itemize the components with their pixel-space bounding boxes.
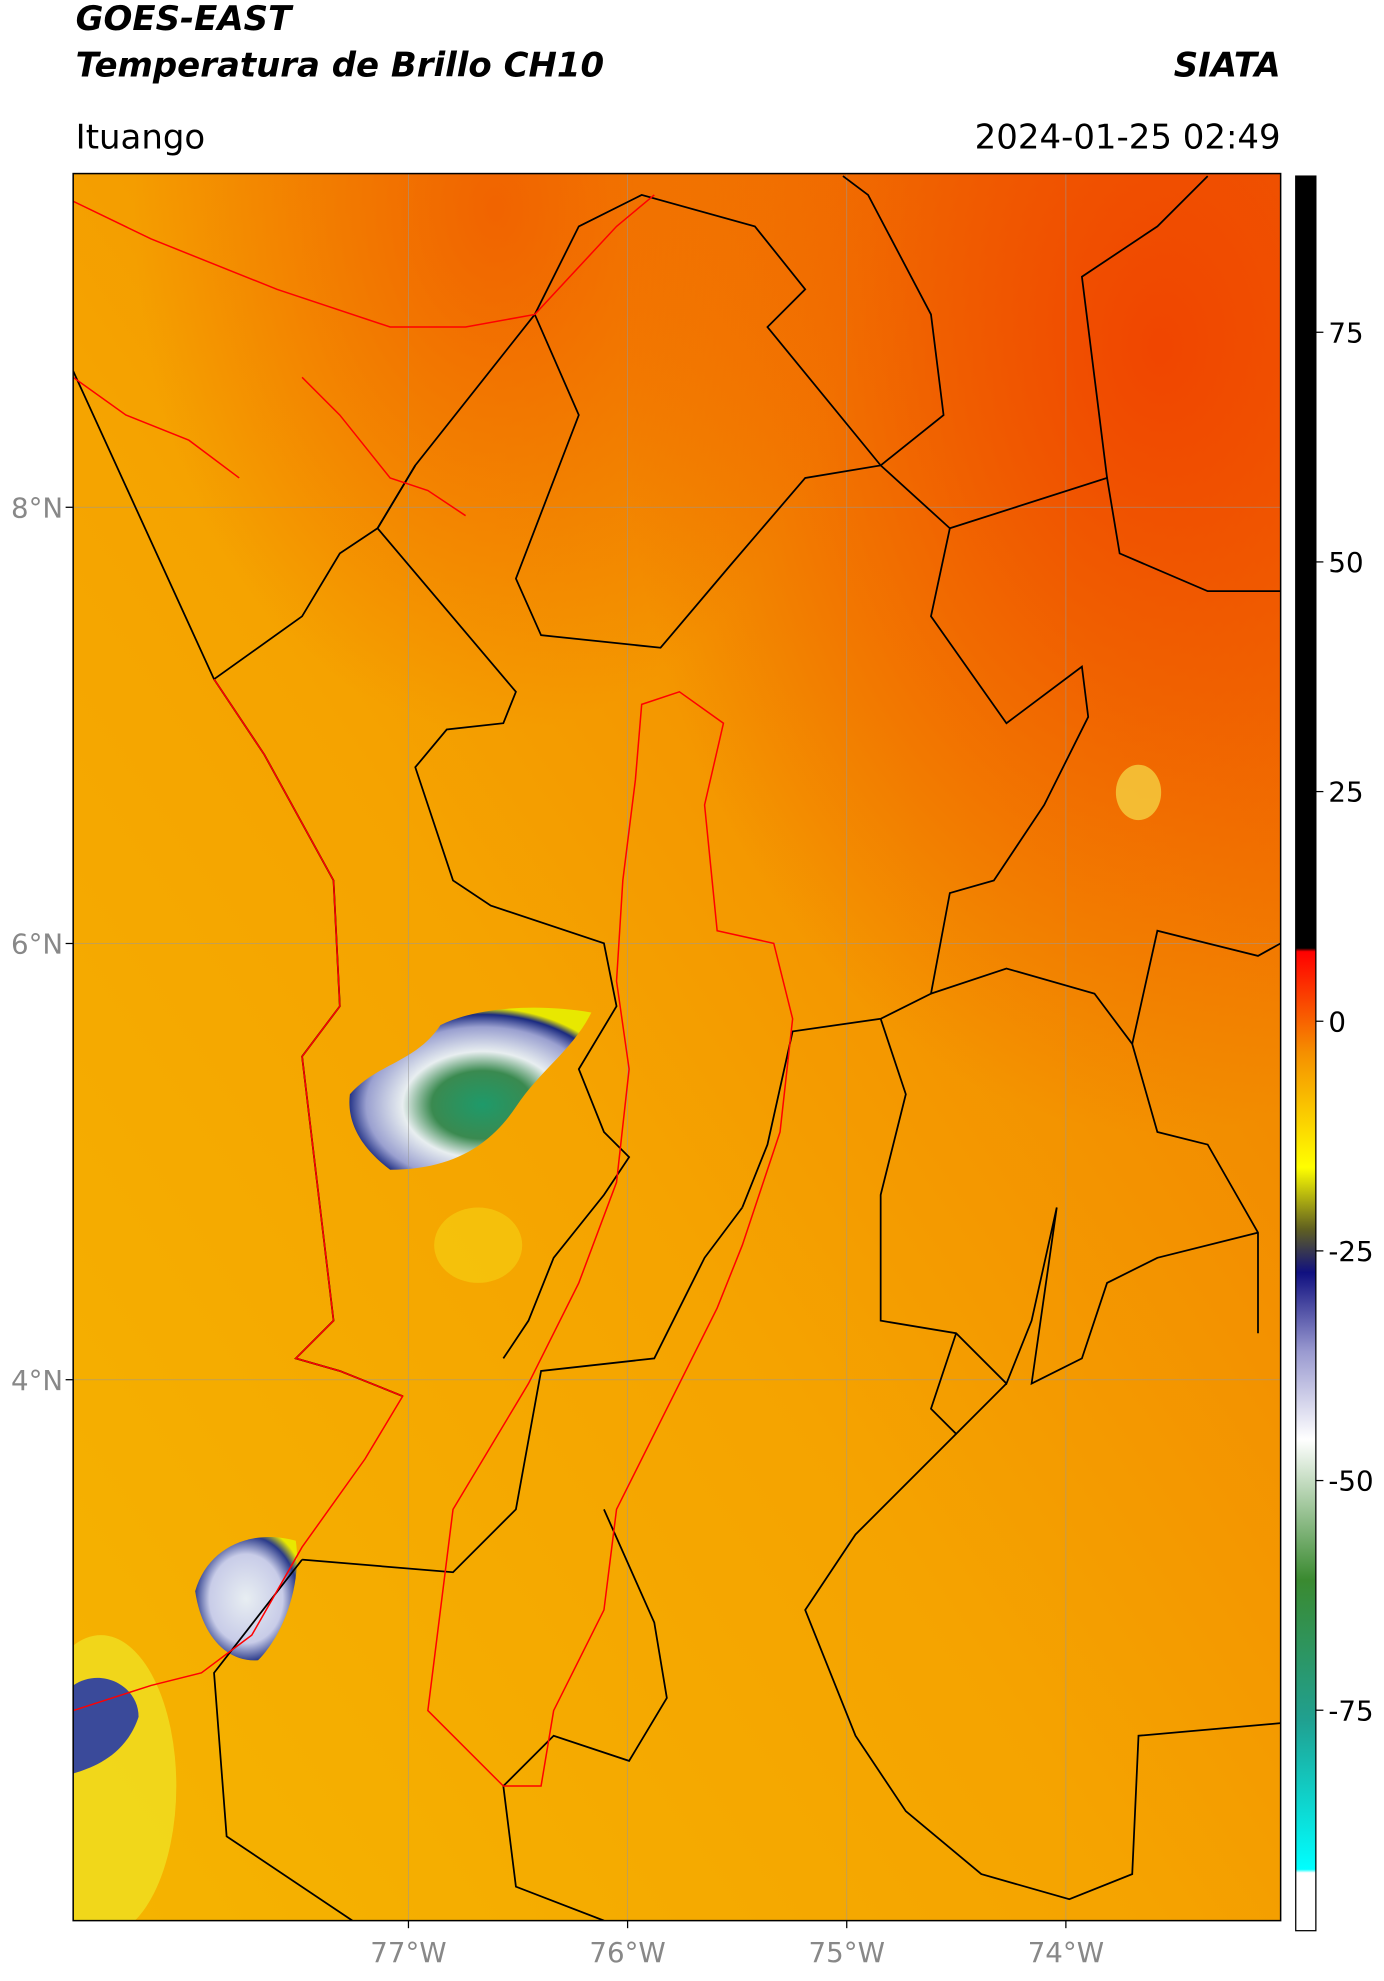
colorbar-tick-label: 50 <box>1328 546 1363 579</box>
subtitle: Temperatura de Brillo CH10 <box>76 46 604 86</box>
cloud <box>73 1677 139 1774</box>
colorbar-tick-label: -25 <box>1328 1235 1373 1268</box>
cool-area <box>1115 764 1162 821</box>
colorbar-tick-label: 25 <box>1328 776 1363 809</box>
y-tick-label: 4°N <box>11 1364 63 1397</box>
x-tick-label: 75°W <box>809 1936 885 1969</box>
map-frame <box>72 172 1282 1922</box>
colorbar-tick-label: -50 <box>1328 1465 1373 1498</box>
cloud <box>349 1007 592 1170</box>
y-tick-label: 6°N <box>11 928 63 961</box>
x-tick-label: 74°W <box>1028 1936 1104 1969</box>
cool-area <box>434 1207 523 1283</box>
cloud <box>195 1536 298 1661</box>
colorbar <box>1295 175 1317 1932</box>
coastline <box>73 194 794 1787</box>
y-tick-label: 8°N <box>11 491 63 524</box>
colorbar-tick-label: -75 <box>1328 1694 1373 1727</box>
colorbar-tick-label: 0 <box>1328 1005 1346 1038</box>
grid <box>73 173 1281 1921</box>
location: Ituango <box>76 117 206 157</box>
x-tick-label: 77°W <box>370 1936 446 1969</box>
datetime: 2024-01-25 02:49 <box>975 117 1281 157</box>
source: SIATA <box>1174 46 1281 86</box>
x-tick-label: 76°W <box>589 1936 665 1969</box>
map <box>73 173 1281 1921</box>
title: GOES-EAST <box>76 0 294 39</box>
colorbar-tick-label: 75 <box>1328 316 1363 349</box>
